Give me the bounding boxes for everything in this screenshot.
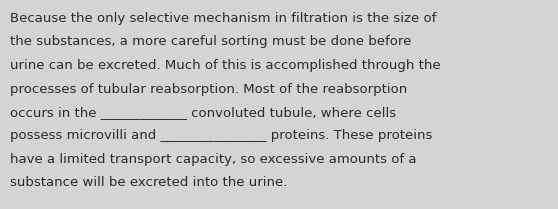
Text: Because the only selective mechanism in filtration is the size of: Because the only selective mechanism in … [10, 12, 436, 25]
Text: substance will be excreted into the urine.: substance will be excreted into the urin… [10, 176, 287, 190]
Text: have a limited transport capacity, so excessive amounts of a: have a limited transport capacity, so ex… [10, 153, 416, 166]
Text: possess microvilli and ________________ proteins. These proteins: possess microvilli and ________________ … [10, 130, 432, 143]
Text: occurs in the _____________ convoluted tubule, where cells: occurs in the _____________ convoluted t… [10, 106, 396, 119]
Text: processes of tubular reabsorption. Most of the reabsorption: processes of tubular reabsorption. Most … [10, 83, 407, 96]
Text: urine can be excreted. Much of this is accomplished through the: urine can be excreted. Much of this is a… [10, 59, 441, 72]
Text: the substances, a more careful sorting must be done before: the substances, a more careful sorting m… [10, 36, 411, 48]
